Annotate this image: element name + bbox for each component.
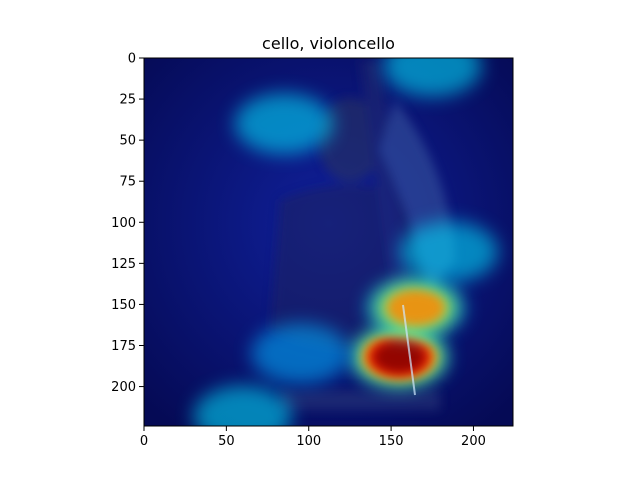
bow-highlight — [402, 304, 416, 396]
chart-title: cello, violoncello — [262, 34, 395, 53]
heatmap-hotspot — [374, 341, 425, 373]
plot-frame — [143, 57, 514, 427]
y-tick-label: 75 — [119, 175, 136, 190]
hotspot-layer — [193, 58, 499, 426]
x-tick-label: 150 — [379, 434, 404, 449]
x-axis: 0 50 100 150 200 — [140, 426, 486, 449]
y-tick-label: 150 — [111, 298, 136, 313]
y-tick-label: 125 — [111, 257, 136, 272]
heatmap-hotspot — [386, 289, 446, 326]
y-tick-label: 25 — [119, 93, 136, 108]
x-tick-label: 100 — [296, 434, 321, 449]
x-tick-label: 200 — [461, 434, 486, 449]
heatmap-hotspot — [383, 58, 482, 97]
y-tick-label: 200 — [111, 380, 136, 395]
heatmap-hotspot — [193, 385, 293, 426]
y-axis: 0 25 50 75 100 125 150 175 200 — [111, 52, 144, 395]
x-tick-label: 50 — [218, 434, 235, 449]
y-tick-label: 100 — [111, 216, 136, 231]
y-tick-label: 175 — [111, 339, 136, 354]
heatmap-hotspot — [234, 93, 334, 155]
x-tick-label: 0 — [140, 434, 148, 449]
y-tick-label: 50 — [119, 134, 136, 149]
heatmap-image — [144, 58, 513, 426]
heatmap-hotspot — [251, 323, 350, 385]
heatmap-hotspot — [399, 221, 499, 283]
y-tick-label: 0 — [128, 52, 136, 67]
